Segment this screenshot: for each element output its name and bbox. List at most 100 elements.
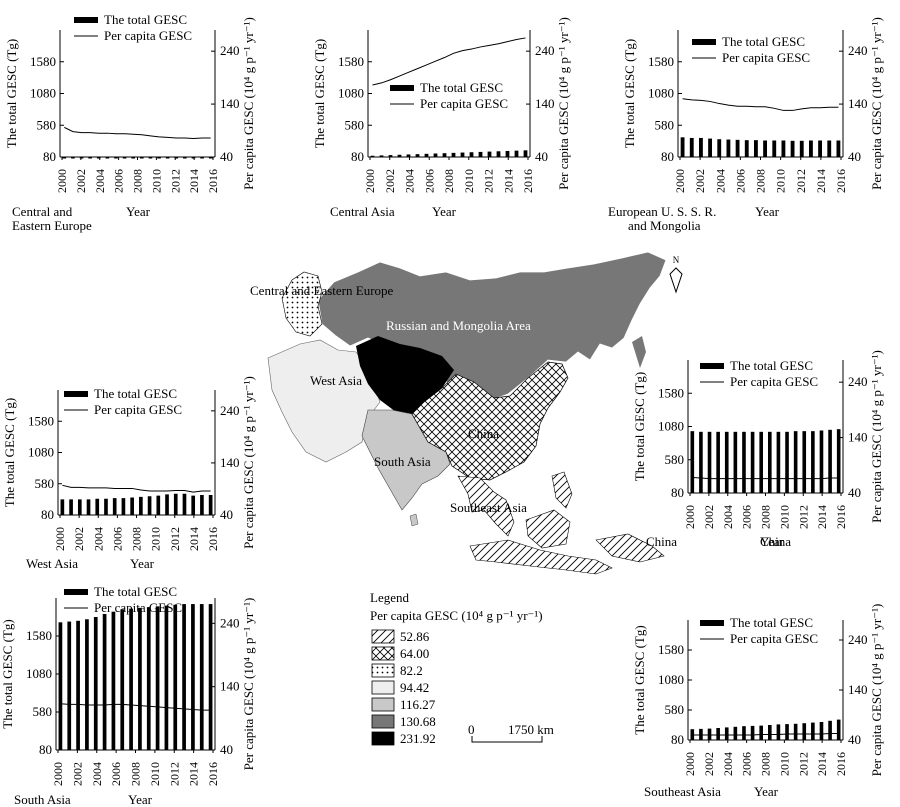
- bar-total-gesc: [120, 609, 125, 750]
- right-tick-label: 40: [220, 742, 233, 757]
- map-label-westasia: West Asia: [310, 373, 362, 388]
- asia-map: N Central and Eastern Europe Russian and…: [250, 251, 683, 575]
- x-tick-label: 2012: [794, 169, 808, 193]
- right-tick-label: 140: [220, 455, 240, 470]
- scale-label: 1750 km: [508, 722, 554, 737]
- left-tick-label: 1080: [28, 445, 54, 460]
- y-axis-label-left: The total GESC (Tg): [0, 619, 15, 728]
- bar-total-gesc: [753, 140, 758, 157]
- legend-value: 231.92: [400, 731, 436, 746]
- right-tick-label: 40: [535, 149, 548, 164]
- x-tick-label: 2010: [149, 169, 163, 193]
- bar-total-gesc: [200, 495, 204, 515]
- bar-total-gesc: [767, 725, 772, 740]
- left-tick-label: 1080: [658, 419, 684, 434]
- chart-seasia: 80 580 1080 1580 40 140 240 2000 2002 2004 2006 200…: [632, 604, 884, 799]
- bar-total-gesc: [58, 622, 63, 750]
- bar-total-gesc: [191, 495, 196, 515]
- legend-swatch: [371, 697, 395, 712]
- y-axis-label-left: The total GESC (Tg): [312, 39, 327, 148]
- bar-total-gesc: [182, 604, 186, 750]
- legend-line-label: Per capita GESC: [722, 50, 810, 65]
- bar-total-gesc: [69, 499, 73, 515]
- bar-total-gesc: [67, 621, 72, 750]
- right-tick-label: 40: [848, 732, 861, 747]
- x-tick-label: 2002: [693, 169, 707, 193]
- x-tick-label: 2006: [422, 169, 436, 193]
- legend-bar-label: The total GESC: [94, 584, 177, 599]
- x-tick-label: 2016: [206, 527, 220, 551]
- bar-total-gesc: [808, 140, 813, 157]
- x-tick-label: 2006: [740, 505, 754, 529]
- legend: Legend Per capita GESC (10⁴ g p⁻¹ yr⁻¹) …: [370, 590, 554, 746]
- bar-total-gesc: [148, 157, 153, 159]
- x-tick-label: 2016: [206, 169, 220, 193]
- left-tick-label: 1080: [26, 666, 52, 681]
- bar-total-gesc: [819, 430, 824, 493]
- y-axis-label-right: Per capita GESC (10⁴ g p⁻¹ yr⁻¹): [869, 604, 884, 777]
- legend-value: 64.00: [400, 646, 429, 661]
- x-tick-label: 2012: [167, 762, 181, 786]
- map-label-cee: Central and Eastern Europe: [250, 283, 394, 298]
- bar-total-gesc: [139, 496, 143, 515]
- x-tick-label: 2004: [403, 169, 417, 193]
- bar-total-gesc: [102, 613, 107, 750]
- region-central-eastern-europe: [281, 271, 323, 337]
- legend-bar-swatch: [64, 589, 88, 595]
- x-tick-label: 2000: [53, 527, 67, 551]
- bar-total-gesc: [173, 604, 178, 750]
- chart-eur: 80 580 1080 1580 40 140 240 2000 2002 2004 2006 200…: [608, 17, 884, 233]
- bar-total-gesc: [138, 607, 142, 750]
- left-tick-label: 580: [345, 117, 365, 132]
- bar-total-gesc: [105, 157, 110, 159]
- left-tick-label: 80: [671, 732, 684, 747]
- x-tick-label: 2012: [796, 505, 810, 529]
- bar-total-gesc: [147, 496, 152, 515]
- y-axis-label-left: The total GESC (Tg): [632, 625, 647, 734]
- chart-centralasia: 80 580 1080 1580 40 140 240 2000 2002 2004 2006 200…: [312, 17, 571, 219]
- bar-total-gesc: [836, 719, 841, 740]
- island-sri-lanka: [409, 513, 419, 527]
- x-tick-label: 2000: [55, 169, 69, 193]
- right-tick-label: 140: [220, 679, 240, 694]
- bar-total-gesc: [785, 431, 789, 493]
- bar-total-gesc: [785, 724, 789, 740]
- left-tick-label: 1080: [658, 672, 684, 687]
- bar-total-gesc: [828, 429, 832, 493]
- bar-total-gesc: [744, 140, 749, 157]
- line-per-capita: [682, 98, 839, 111]
- left-tick-label: 80: [39, 742, 52, 757]
- x-tick-label: 2004: [91, 527, 105, 551]
- bar-total-gesc: [819, 722, 824, 740]
- y-axis-label-left: The total GESC (Tg): [2, 398, 17, 507]
- legend-swatch: [371, 680, 395, 695]
- region-label: South Asia: [14, 792, 71, 807]
- x-tick-label: 2006: [109, 762, 123, 786]
- bar-total-gesc: [451, 152, 456, 157]
- legend-bar-label: The total GESC: [94, 386, 177, 401]
- bar-total-gesc: [155, 606, 160, 750]
- bar-total-gesc: [735, 139, 740, 157]
- bar-total-gesc: [750, 431, 755, 493]
- line-per-capita: [372, 37, 526, 86]
- region-southeast-asia-newguinea: [595, 533, 665, 563]
- bar-total-gesc: [442, 153, 447, 157]
- map-label-russia: Russian and Mongolia Area: [386, 318, 531, 333]
- legend-bar-swatch: [700, 363, 724, 369]
- chart-southasia: 80 580 1080 1580 40 140 240 2000 2002 2004 2006 200…: [0, 584, 256, 807]
- y-axis-label-left: The total GESC (Tg): [632, 372, 647, 481]
- y-axis-label-right: Per capita GESC (10⁴ g p⁻¹ yr⁻¹): [241, 17, 256, 190]
- map-label-china-2: China: [646, 534, 677, 549]
- right-tick-label: 240: [220, 403, 240, 418]
- bar-total-gesc: [208, 604, 213, 750]
- left-tick-label: 580: [35, 476, 55, 491]
- right-tick-label: 40: [220, 149, 233, 164]
- x-tick-label: 2000: [363, 169, 377, 193]
- left-tick-label: 580: [665, 702, 685, 717]
- legend-swatch: [371, 663, 395, 678]
- left-tick-label: 1580: [658, 385, 684, 400]
- left-tick-label: 1080: [30, 86, 56, 101]
- legend-value: 116.27: [400, 697, 436, 712]
- y-axis-label-right: Per capita GESC (10⁴ g p⁻¹ yr⁻¹): [241, 376, 256, 549]
- bar-total-gesc: [71, 157, 75, 159]
